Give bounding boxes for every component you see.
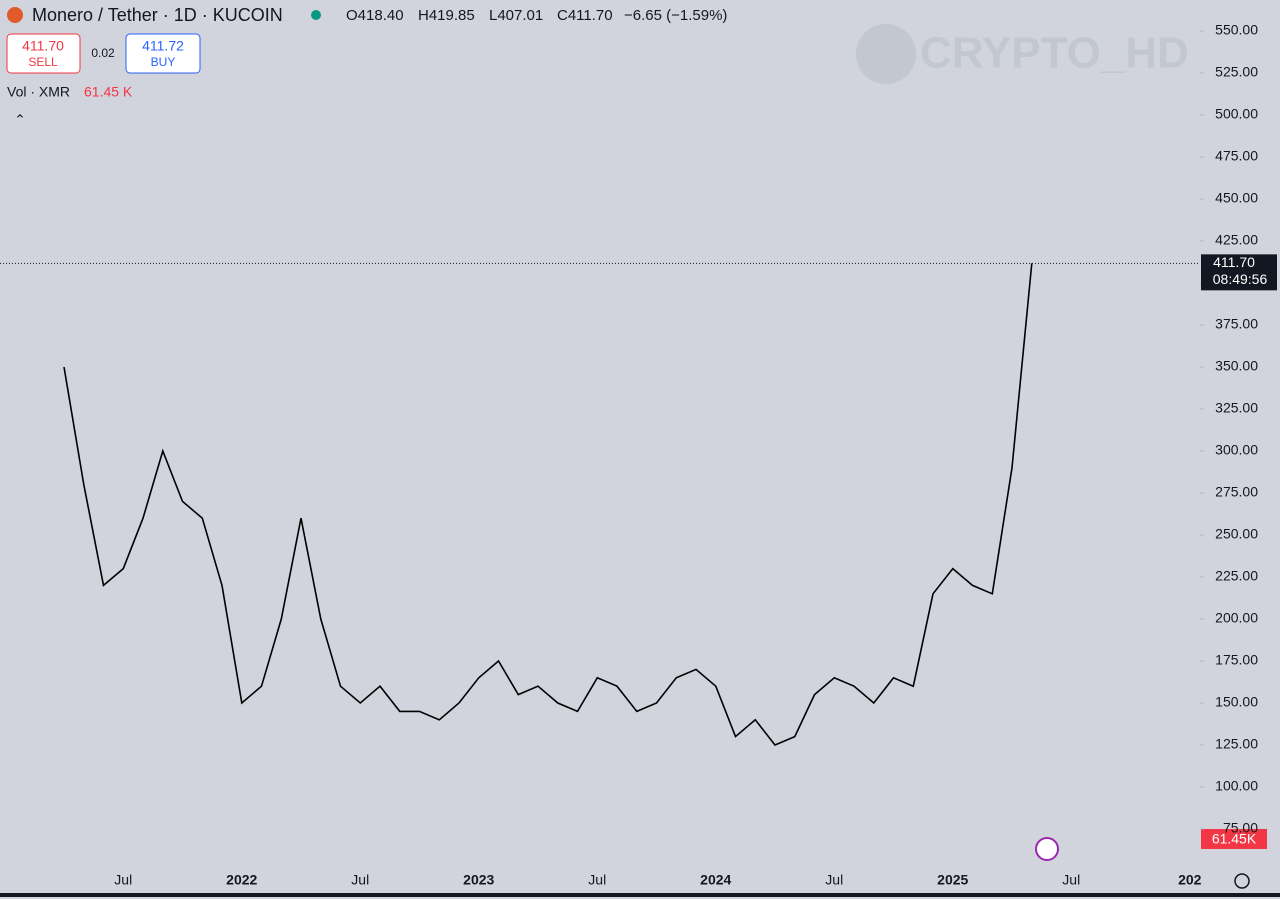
symbol-icon [7,7,23,23]
y-tick-label: 100.00 [1215,778,1258,794]
ohlc-value: −6.65 (−1.59%) [624,7,727,24]
buy-label: BUY [151,55,176,69]
y-tick-label: 425.00 [1215,232,1258,248]
watermark-icon [856,24,916,84]
ohlc-value: C411.70 [557,7,613,24]
y-tick-label: 300.00 [1215,442,1258,458]
sell-price: 411.70 [22,38,64,54]
y-tick-label: 450.00 [1215,190,1258,206]
sell-label: SELL [28,55,58,69]
y-tick-label: 250.00 [1215,526,1258,542]
y-tick-label: 150.00 [1215,694,1258,710]
x-tick-label: 202 [1178,872,1202,888]
x-tick-label: 2024 [700,872,731,888]
x-tick-label: Jul [825,872,843,888]
volume-value: 61.45 K [84,84,133,100]
settings-icon[interactable] [1234,873,1250,889]
y-tick-label: 550.00 [1215,22,1258,38]
y-tick-label: 275.00 [1215,484,1258,500]
y-tick-label: 525.00 [1215,64,1258,80]
y-tick-label: 175.00 [1215,652,1258,668]
x-tick-label: Jul [351,872,369,888]
y-tick-label: 75.00 [1223,820,1258,836]
ohlc-value: H419.85 [418,7,475,24]
buy-price: 411.72 [142,38,184,54]
y-tick-label: 375.00 [1215,316,1258,332]
sell-button[interactable] [6,33,81,74]
y-tick-label: 225.00 [1215,568,1258,584]
event-icon[interactable] [1035,837,1059,861]
price-line [63,263,1033,746]
volume-title: Vol · XMR [7,84,70,100]
x-tick-label: Jul [588,872,606,888]
ohlc-value: O418.40 [346,7,404,24]
y-tick-label: 125.00 [1215,736,1258,752]
countdown: 08:49:56 [1213,271,1268,287]
y-tick-label: 200.00 [1215,610,1258,626]
y-tick-label: 475.00 [1215,148,1258,164]
volume-axis-label: 61.45K [1212,831,1257,847]
x-tick-label: 2025 [937,872,968,888]
last-price-label: 411.70 [1213,254,1255,270]
x-tick-label: Jul [114,872,132,888]
y-tick-label: 325.00 [1215,400,1258,416]
last-price-badge [1201,254,1277,291]
x-tick-label: 2023 [463,872,494,888]
volume-axis-badge [1201,829,1267,849]
watermark: CRYPTO_HD [920,29,1189,78]
buy-button[interactable] [125,33,201,74]
x-tick-label: Jul [1062,872,1080,888]
spread: 0.02 [91,46,115,60]
market-status [311,10,321,20]
collapse-button[interactable]: ⌃ [14,112,26,128]
x-tick-label: 2022 [226,872,257,888]
y-tick-label: 350.00 [1215,358,1258,374]
chart-title: Monero / Tether · 1D · KUCOIN [32,5,283,25]
y-tick-label: 500.00 [1215,106,1258,122]
ohlc-value: L407.01 [489,7,543,24]
